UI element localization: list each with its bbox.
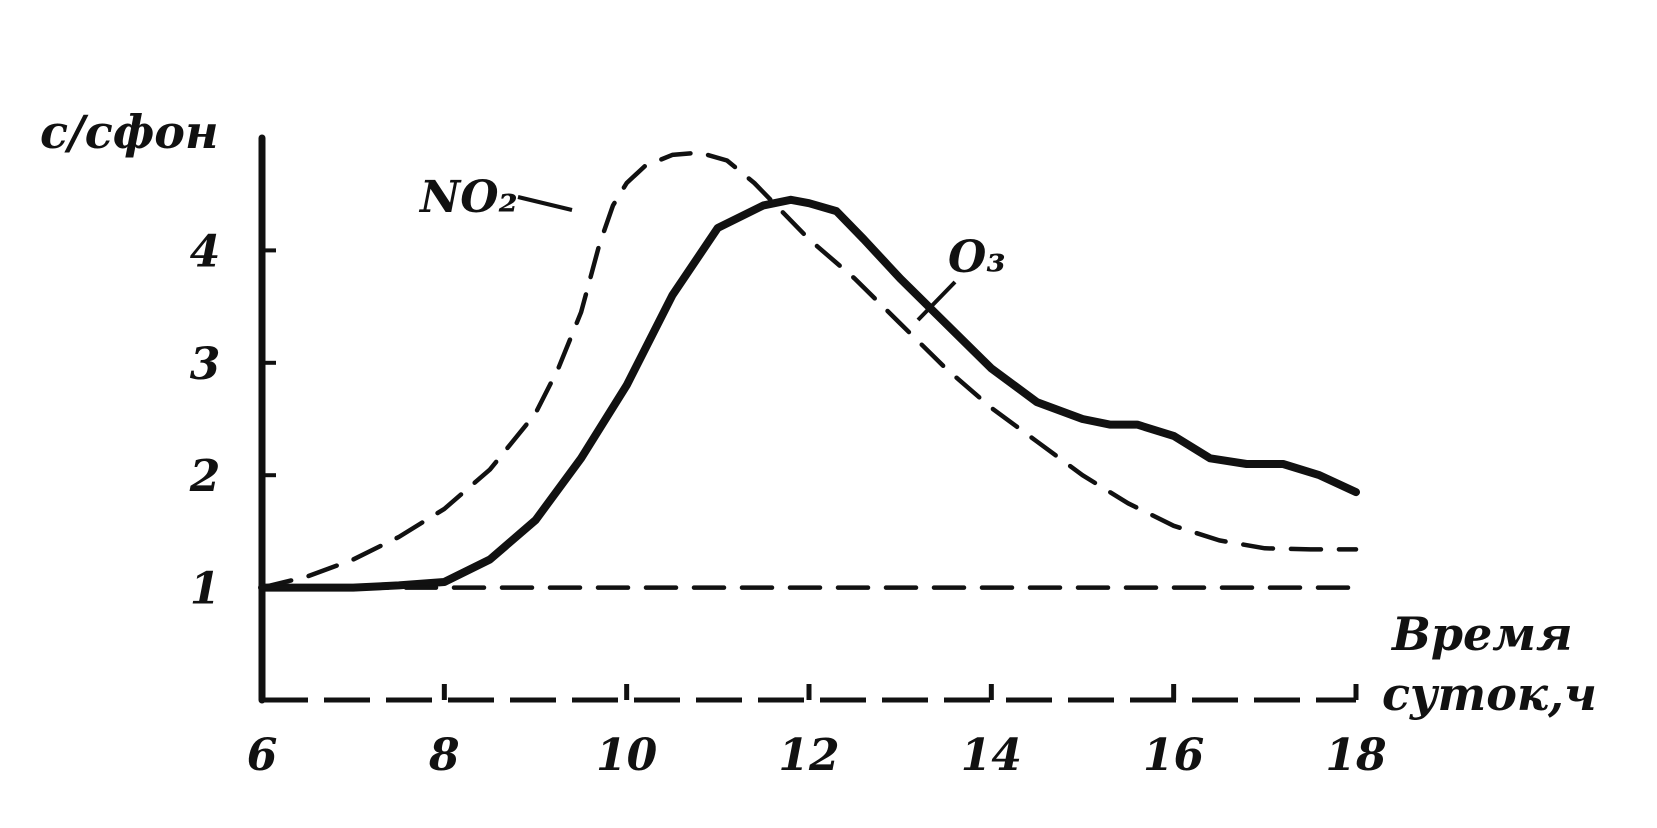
x-tick-label: 14 <box>961 730 1022 781</box>
y-tick-label: 3 <box>190 339 221 390</box>
series-no2-line <box>259 150 1359 590</box>
y-tick-label: 4 <box>190 226 221 277</box>
x-tick-label: 12 <box>778 730 839 781</box>
y-tick-label: 1 <box>190 564 221 615</box>
series-label-o3-leader <box>916 280 957 322</box>
series-label-no2-leader <box>517 195 573 212</box>
x-axis-title-line-2: суток,ч <box>1382 667 1597 721</box>
x-tick-label: 8 <box>428 730 460 781</box>
y-axis-title: с/сфон <box>40 105 219 159</box>
series-o3-line <box>258 195 1360 592</box>
axes: с/сфон Время суток,ч <box>40 105 1597 721</box>
x-tick-label: 10 <box>596 730 658 781</box>
series-label-no2: NO₂ <box>418 172 518 223</box>
x-tick-label: 16 <box>1143 730 1204 781</box>
x-axis-title-line-1: Время <box>1390 607 1573 661</box>
series-label-o3: O₃ <box>948 232 1006 283</box>
x-tick-label: 18 <box>1325 730 1386 781</box>
x-tick-label: 6 <box>247 730 278 781</box>
series-layer <box>258 150 1360 592</box>
annotation-layer: NO₂ O₃ <box>418 172 1006 322</box>
y-tick-label: 2 <box>189 451 221 502</box>
